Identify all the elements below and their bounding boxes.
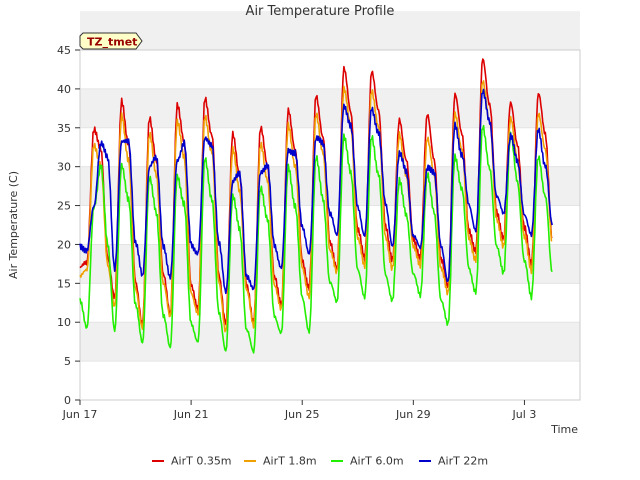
x-tick-label: Jun 29 xyxy=(395,408,431,421)
y-tick-label: 0 xyxy=(64,394,71,407)
y-tick-label: 20 xyxy=(57,238,71,251)
y-tick-label: 5 xyxy=(64,355,71,368)
y-tick-label: 45 xyxy=(57,44,71,57)
y-tick-label: 10 xyxy=(57,316,71,329)
series-line-airt-6-0m xyxy=(79,124,553,354)
x-tick-label: Jun 21 xyxy=(173,408,209,421)
grid-band xyxy=(80,322,580,362)
x-tick-label: Jun 25 xyxy=(284,408,320,421)
grid-bands xyxy=(80,11,580,401)
y-tick-label: 30 xyxy=(57,161,71,174)
grid-band xyxy=(80,11,580,50)
x-tick-label: Jun 17 xyxy=(62,408,98,421)
legend: AirT 0.35m AirT 1.8m AirT 6.0m AirT 22m xyxy=(152,455,488,468)
x-tick-label: Jul 3 xyxy=(512,408,537,421)
site-badge-shape xyxy=(79,32,143,50)
series-lines xyxy=(79,58,553,354)
grid-band xyxy=(80,88,580,128)
legend-label: AirT 6.0m xyxy=(350,455,404,468)
legend-label: AirT 1.8m xyxy=(263,455,317,468)
chart-title: Air Temperature Profile xyxy=(246,4,395,19)
site-badge-label: TZ_tmet xyxy=(87,36,137,49)
y-tick-label: 40 xyxy=(57,83,71,96)
site-badge: TZ_tmet xyxy=(79,32,143,50)
x-axis: Jun 17 Jun 21 Jun 25 Jun 29 Jul 3 xyxy=(62,400,537,421)
grid-band xyxy=(80,166,580,206)
series-line-airt-1-8m xyxy=(79,80,553,333)
y-tick-label: 15 xyxy=(57,277,71,290)
legend-label: AirT 22m xyxy=(438,455,488,468)
series-line-airt-22m xyxy=(79,88,553,295)
y-tick-label: 25 xyxy=(57,200,71,213)
x-axis-title: Time xyxy=(550,423,578,436)
y-axis-title: Air Temperature (C) xyxy=(7,171,20,279)
y-axis: 0 5 10 15 20 25 30 35 40 45 xyxy=(57,44,80,407)
y-tick-label: 35 xyxy=(57,122,71,135)
legend-label: AirT 0.35m xyxy=(171,455,232,468)
plot-frame xyxy=(79,49,581,401)
